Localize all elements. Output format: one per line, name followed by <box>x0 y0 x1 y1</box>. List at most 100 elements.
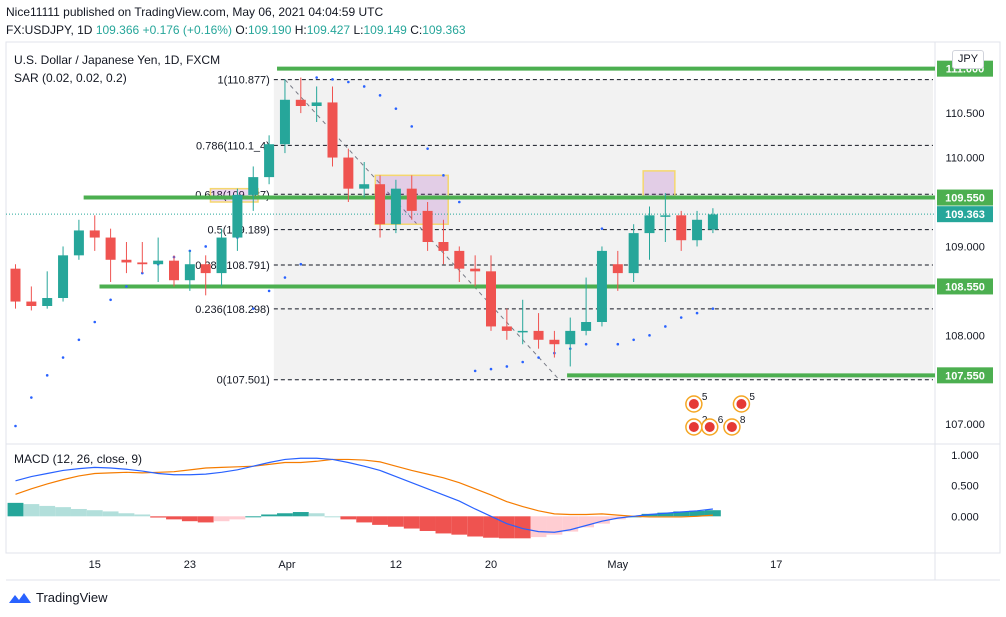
time-axis-tick: 15 <box>89 559 101 571</box>
sar-point <box>30 396 33 399</box>
macd-histogram-bar <box>498 516 515 539</box>
candle-body <box>153 260 164 265</box>
macd-histogram-bar <box>7 502 24 517</box>
sar-point <box>664 325 667 328</box>
candle-body <box>184 264 195 281</box>
price-axis-tick: 107.000 <box>945 419 985 431</box>
time-axis-tick: 20 <box>485 559 497 571</box>
candle-body <box>216 237 227 274</box>
candle-body <box>454 250 465 269</box>
sar-point <box>362 85 366 88</box>
tradingview-logo-icon <box>9 592 31 603</box>
macd-histogram-bar <box>641 513 658 517</box>
macd-histogram-bar <box>86 510 103 517</box>
candle-body <box>169 260 179 281</box>
candle-body <box>375 184 386 225</box>
macd-histogram-bar <box>657 512 674 517</box>
current-price-label: 109.363 <box>945 209 985 221</box>
macd-histogram-bar <box>277 513 293 517</box>
sar-point <box>331 78 334 81</box>
close-value: 109.363 <box>422 23 466 37</box>
macd-legend: MACD (12, 26, close, 9) <box>14 452 142 466</box>
macd-histogram-bar <box>55 507 71 517</box>
candle-body <box>581 322 592 331</box>
last-price: 109.366 <box>95 23 140 37</box>
close-label: C: <box>410 23 423 37</box>
sar-point <box>410 125 414 128</box>
macd-histogram-bar <box>356 516 373 523</box>
sar-point <box>473 369 477 373</box>
currency-button[interactable]: JPY <box>952 50 984 69</box>
low-value: 109.149 <box>363 23 407 37</box>
economic-event-icon-count: 8 <box>740 415 746 426</box>
price-change: +0.176 (+0.16%) <box>142 23 232 37</box>
time-axis-tick: 17 <box>770 559 782 571</box>
time-axis-tick: Apr <box>278 559 295 571</box>
candle-body <box>105 237 116 260</box>
candle-body <box>26 301 37 306</box>
candle-body <box>533 330 544 340</box>
economic-event-icon-flag <box>688 422 699 432</box>
macd-histogram-bar <box>70 508 87 517</box>
sar-legend: SAR (0.02, 0.02, 0.2) <box>14 71 127 85</box>
economic-event-icon-flag <box>704 422 715 432</box>
sar-point <box>378 94 382 97</box>
sar-point <box>394 107 398 110</box>
highlight-box <box>642 170 676 199</box>
price-axis-tick: 109.000 <box>945 241 985 253</box>
candle-body <box>58 255 69 298</box>
macd-axis-tick: 1.000 <box>951 450 979 462</box>
candle-body <box>390 188 401 225</box>
price-axis-tick: 110.500 <box>946 108 985 120</box>
macd-histogram-bar <box>181 516 198 522</box>
sar-point <box>600 227 604 230</box>
sar-point <box>442 174 445 177</box>
economic-event-icon-flag <box>726 422 737 432</box>
candle-body <box>676 215 687 241</box>
chart-title: U.S. Dollar / Japanese Yen, 1D, FXCM <box>14 53 220 67</box>
sar-point <box>584 342 588 346</box>
candle-body <box>295 99 306 106</box>
macd-histogram-bar <box>261 514 278 517</box>
candle-body <box>406 188 417 211</box>
macd-histogram-bar <box>530 516 547 538</box>
macd-line <box>15 457 713 533</box>
candle-body <box>707 214 718 230</box>
candle-body <box>438 242 449 251</box>
candle-body <box>596 250 607 322</box>
sar-point <box>695 311 699 315</box>
sar-point <box>141 271 144 275</box>
candle-body <box>232 194 243 238</box>
current-price-tag <box>937 206 993 223</box>
sar-point <box>537 356 540 359</box>
tradingview-footer[interactable]: TradingView <box>8 590 108 605</box>
macd-histogram-bar <box>245 516 262 518</box>
candle-body <box>42 298 53 306</box>
macd-histogram-bar <box>403 516 420 529</box>
macd-histogram-bar <box>292 512 309 517</box>
open-label: O: <box>235 23 248 37</box>
macd-histogram-bar <box>340 516 357 520</box>
macd-histogram-bar <box>546 516 563 535</box>
economic-event-icon-flag <box>736 399 747 409</box>
fib-level-label: 0.786(110.1_4) <box>196 140 270 152</box>
macd-histogram-bar <box>562 516 579 532</box>
time-axis-tick: 12 <box>390 559 402 571</box>
macd-histogram-bar <box>419 516 436 531</box>
price-axis-tick: 108.000 <box>945 330 985 342</box>
sar-point <box>458 200 461 204</box>
candle-body <box>89 230 100 238</box>
low-label: L: <box>353 23 364 37</box>
level-price-label: 109.550 <box>945 193 985 205</box>
open-value: 109.190 <box>247 23 292 37</box>
candle-body <box>422 210 433 242</box>
candle-body <box>486 271 496 327</box>
publish-info: Nice11111 published on TradingView.com, … <box>6 5 384 19</box>
economic-event-icon-count: 5 <box>702 392 708 403</box>
sar-point <box>679 316 683 319</box>
candle-body <box>628 233 639 274</box>
macd-histogram-bar <box>213 516 230 522</box>
level-price-label: 108.550 <box>945 281 985 293</box>
sar-point <box>489 367 493 371</box>
